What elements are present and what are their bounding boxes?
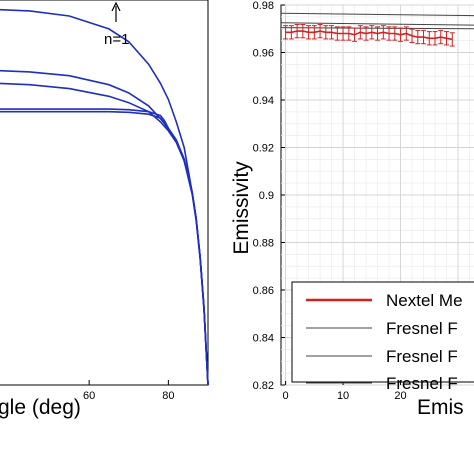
legend-box: [291, 281, 474, 383]
left-x-ticks: 60 80: [83, 380, 175, 402]
left-x-tick-label: 60: [83, 390, 95, 402]
left-series-group: [0, 8, 209, 386]
left-x-axis-label: gle (deg): [0, 396, 81, 419]
right-y-tick-label: 0.86: [253, 285, 274, 297]
fresnel-line-2: [280, 22, 474, 26]
error-bar: [283, 25, 289, 40]
right-y-tick-label: 0.98: [253, 0, 274, 12]
right-y-ticks: 0.82 0.84 0.86 0.88 0.9 0.92 0.94 0.96 0.98: [253, 0, 285, 392]
left-plot-area: [0, 0, 209, 386]
right-y-tick-label: 0.94: [253, 95, 274, 107]
left-chart: 60 80 gle (deg) n=1: [0, 0, 209, 419]
right-series-group: [280, 12, 474, 47]
right-y-tick-label: 0.88: [253, 238, 274, 250]
right-y-tick-label: 0.9: [259, 190, 274, 202]
legend-label-fresnel-3: Fresnel F: [386, 374, 458, 393]
right-chart: 0.82 0.84 0.86 0.88 0.9 0.92 0.94 0.96 0.98 0 10 2…: [230, 0, 474, 419]
annotation-arrowhead: [111, 1, 121, 12]
legend-label-fresnel-1: Fresnel F: [386, 319, 458, 338]
annotation-label: n=1: [104, 31, 129, 48]
right-y-axis-label: Emissivity: [230, 161, 253, 255]
right-x-axis-label: Emis: [417, 396, 464, 419]
n-equals-1-annotation: n=1: [104, 1, 129, 48]
right-x-tick-label: 0: [283, 390, 289, 402]
legend-label-nextel: Nextel Me: [386, 291, 463, 310]
right-x-tick-label: 20: [394, 390, 406, 402]
right-x-tick-label: 10: [337, 390, 349, 402]
right-y-tick-label: 0.92: [253, 143, 274, 155]
right-x-ticks: 0 10 20: [283, 381, 407, 402]
right-y-tick-label: 0.82: [253, 380, 274, 392]
left-x-tick-label: 80: [162, 390, 174, 402]
right-y-tick-label: 0.96: [253, 48, 274, 60]
right-y-tick-label: 0.84: [253, 333, 274, 345]
legend-label-fresnel-2: Fresnel F: [386, 347, 458, 366]
fresnel-line-1: [280, 12, 474, 17]
legend: Nextel Me Fresnel F Fresnel F Fresnel F: [291, 281, 474, 393]
nextel-series-line: [285, 30, 453, 41]
left-series-line-5: [0, 110, 209, 386]
